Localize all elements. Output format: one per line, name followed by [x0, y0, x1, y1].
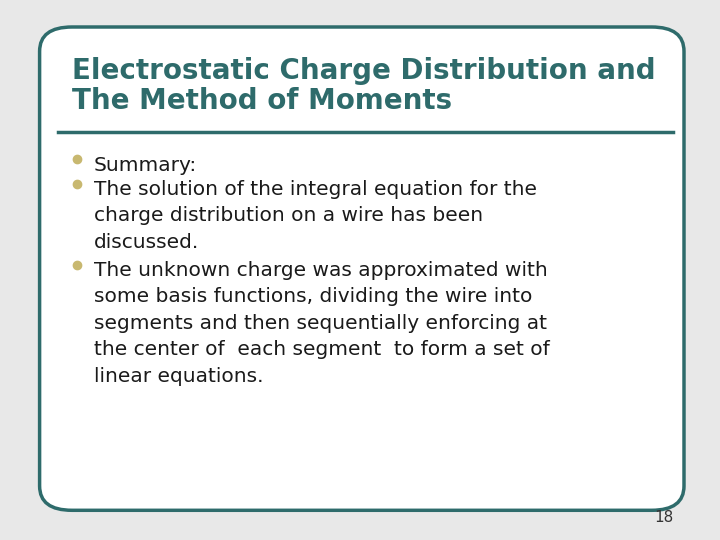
Text: Summary:: Summary:: [94, 156, 197, 174]
Text: 18: 18: [654, 510, 673, 525]
Text: The Method of Moments: The Method of Moments: [72, 87, 452, 116]
Text: Electrostatic Charge Distribution and: Electrostatic Charge Distribution and: [72, 57, 656, 85]
Text: The unknown charge was approximated with
some basis functions, dividing the wire: The unknown charge was approximated with…: [94, 261, 549, 386]
Text: The solution of the integral equation for the
charge distribution on a wire has : The solution of the integral equation fo…: [94, 180, 536, 252]
FancyBboxPatch shape: [40, 27, 684, 510]
